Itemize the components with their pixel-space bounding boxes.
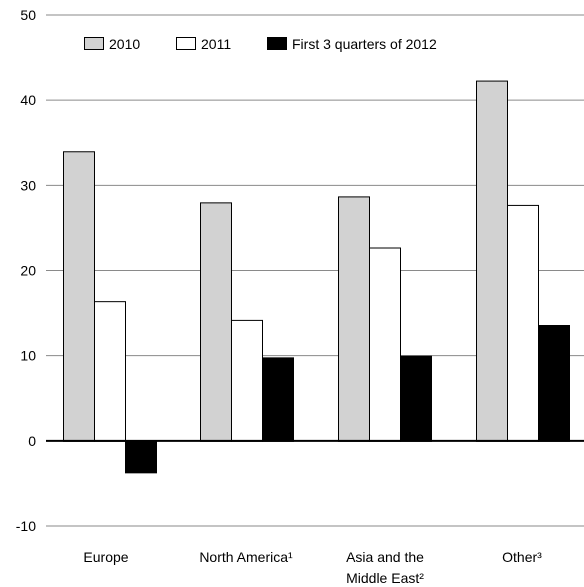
bar [63,151,95,442]
bar [231,319,263,442]
y-tick-label: 50 [20,7,36,23]
bar [338,196,370,442]
bar [200,202,232,442]
bar [369,247,401,442]
legend-label: First 3 quarters of 2012 [292,36,437,52]
category-labels: Europe North America¹ Asia and the Middle E… [83,549,542,586]
y-tick-label: 0 [28,433,36,449]
legend-swatch [84,37,104,50]
category-label: Asia and the Middle East² [346,549,424,586]
gridlines [46,14,584,527]
y-tick-label: 10 [20,348,36,364]
legend-swatch [267,37,287,50]
legend-label: 2010 [109,36,140,52]
y-tick-label: -10 [16,518,36,534]
category-label: North America¹ [199,549,293,565]
bar [262,357,294,442]
bar [125,440,157,474]
bars [63,80,570,474]
y-tick-label: 40 [20,92,36,108]
y-tick-label: 30 [20,177,36,193]
bar [507,204,539,442]
y-axis-ticks: -10 0 10 20 30 40 50 [16,7,36,534]
bar [94,301,126,442]
bar [538,325,570,442]
bar [400,355,432,442]
bar [476,80,508,442]
legend-label: 2011 [201,36,231,52]
legend: 2010 2011 First 3 quarters of 2012 [84,36,437,52]
legend-swatch [176,37,196,50]
category-label: Other³ [502,549,542,565]
category-label: Europe [83,549,128,565]
y-tick-label: 20 [20,263,36,279]
